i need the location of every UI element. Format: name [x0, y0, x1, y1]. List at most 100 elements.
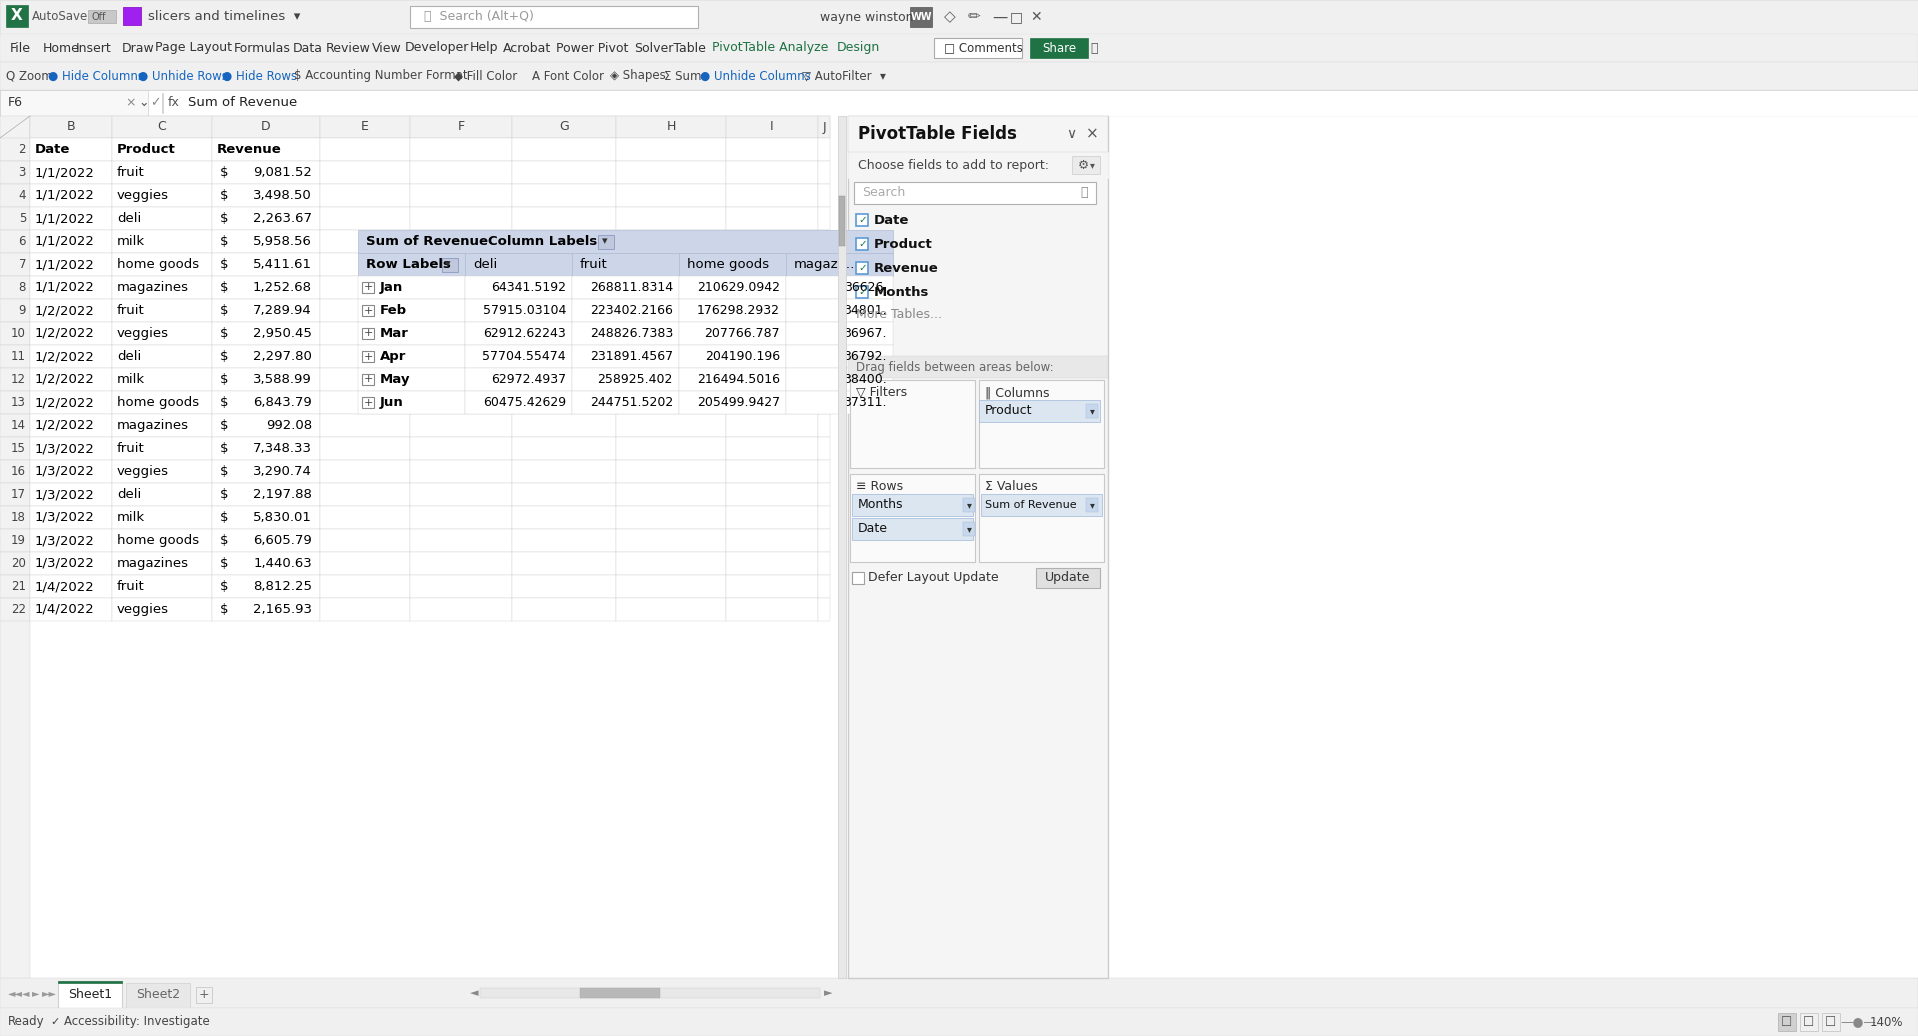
- Bar: [31, 391, 111, 414]
- Text: $: $: [221, 534, 228, 547]
- Bar: [410, 598, 512, 621]
- Bar: [111, 116, 213, 138]
- Text: Power Pivot: Power Pivot: [556, 41, 627, 55]
- Text: ►: ►: [33, 988, 40, 998]
- Text: 37311.: 37311.: [844, 396, 886, 409]
- Bar: [410, 529, 512, 552]
- Text: 8,812.25: 8,812.25: [253, 580, 313, 593]
- Bar: [679, 276, 786, 299]
- Bar: [679, 322, 786, 345]
- Bar: [320, 529, 410, 552]
- Bar: [817, 276, 830, 299]
- Text: 10: 10: [12, 327, 27, 340]
- Bar: [213, 552, 320, 575]
- Bar: [512, 552, 616, 575]
- Bar: [111, 575, 213, 598]
- Bar: [320, 575, 410, 598]
- Text: 216494.5016: 216494.5016: [696, 373, 781, 386]
- Text: 22: 22: [12, 603, 27, 616]
- Text: 1/3/2022: 1/3/2022: [35, 465, 94, 478]
- Text: +: +: [364, 283, 374, 292]
- Bar: [196, 987, 213, 1003]
- Bar: [817, 116, 830, 138]
- Bar: [359, 253, 464, 276]
- Text: —●—: —●—: [1839, 1015, 1876, 1029]
- Bar: [410, 230, 512, 253]
- Bar: [817, 207, 830, 230]
- Text: ✓: ✓: [857, 263, 867, 274]
- Text: ✕: ✕: [1030, 10, 1041, 24]
- Text: F6: F6: [8, 96, 23, 110]
- Bar: [616, 116, 727, 138]
- Bar: [616, 414, 727, 437]
- Bar: [727, 322, 817, 345]
- Bar: [572, 253, 679, 276]
- Bar: [111, 506, 213, 529]
- Bar: [0, 90, 148, 116]
- Text: $: $: [221, 258, 228, 271]
- Text: 176298.2932: 176298.2932: [696, 304, 781, 317]
- Bar: [817, 575, 830, 598]
- Text: PivotTable Fields: PivotTable Fields: [857, 125, 1017, 143]
- Text: ∨: ∨: [1066, 127, 1076, 141]
- Bar: [817, 299, 830, 322]
- Bar: [817, 184, 830, 207]
- Text: 1,440.63: 1,440.63: [253, 557, 313, 570]
- Text: $: $: [221, 212, 228, 225]
- Bar: [320, 138, 410, 161]
- Text: 244751.5202: 244751.5202: [589, 396, 673, 409]
- Text: ▾: ▾: [880, 69, 886, 83]
- Bar: [111, 276, 213, 299]
- Text: Formulas: Formulas: [234, 41, 290, 55]
- Text: $: $: [221, 419, 228, 432]
- Bar: [0, 414, 31, 437]
- Text: $: $: [221, 603, 228, 616]
- Text: Update: Update: [1045, 572, 1091, 584]
- Text: SolverTable: SolverTable: [635, 41, 706, 55]
- Text: 1/4/2022: 1/4/2022: [35, 580, 94, 593]
- Bar: [213, 138, 320, 161]
- Text: $: $: [221, 235, 228, 248]
- Text: ◄: ◄: [470, 988, 478, 998]
- Text: 1/1/2022: 1/1/2022: [35, 235, 94, 248]
- Text: Product: Product: [986, 404, 1032, 418]
- Text: 36792.: 36792.: [844, 350, 886, 363]
- Bar: [359, 391, 464, 414]
- Bar: [58, 981, 123, 1008]
- Bar: [616, 299, 727, 322]
- Bar: [727, 575, 817, 598]
- Text: fruit: fruit: [117, 580, 144, 593]
- Bar: [0, 0, 1918, 34]
- Bar: [848, 116, 1109, 152]
- Bar: [0, 483, 31, 506]
- Bar: [320, 483, 410, 506]
- Text: fx: fx: [169, 96, 180, 110]
- Text: $: $: [221, 304, 228, 317]
- Text: 2,950.45: 2,950.45: [253, 327, 313, 340]
- Bar: [410, 138, 512, 161]
- Bar: [363, 305, 374, 316]
- Bar: [852, 494, 972, 516]
- Bar: [31, 598, 111, 621]
- Bar: [512, 414, 616, 437]
- Text: ● Hide Columns: ● Hide Columns: [48, 69, 144, 83]
- Bar: [464, 322, 572, 345]
- Bar: [0, 437, 31, 460]
- Text: Mar: Mar: [380, 327, 409, 340]
- Bar: [31, 322, 111, 345]
- Bar: [598, 235, 614, 249]
- Bar: [0, 116, 1918, 1036]
- Bar: [512, 276, 616, 299]
- Text: 2,165.93: 2,165.93: [253, 603, 313, 616]
- Bar: [410, 6, 698, 28]
- Text: 1/3/2022: 1/3/2022: [35, 534, 94, 547]
- Bar: [727, 253, 817, 276]
- Text: ▽ Filters: ▽ Filters: [855, 386, 907, 400]
- Bar: [512, 368, 616, 391]
- Bar: [727, 116, 817, 138]
- Text: Sum of Revenue: Sum of Revenue: [986, 500, 1076, 510]
- Text: Off: Off: [90, 12, 105, 22]
- Bar: [817, 322, 830, 345]
- Text: Product: Product: [875, 237, 932, 251]
- Bar: [854, 182, 1095, 204]
